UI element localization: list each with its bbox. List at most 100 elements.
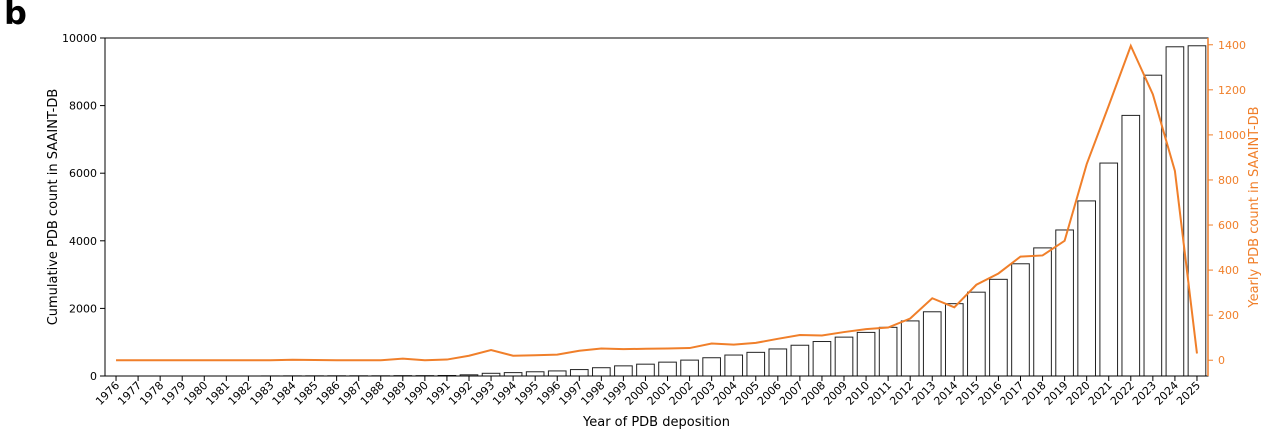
bar-2008 (812, 341, 832, 377)
x-tick-label: 1987 (336, 379, 365, 408)
bar-2009 (834, 336, 854, 377)
bar-2020 (1077, 200, 1096, 377)
x-tick-label: 1977 (115, 379, 144, 408)
right-tick-label: 400 (1218, 264, 1239, 277)
bar-2003 (702, 357, 721, 377)
x-tick-label: 1979 (159, 379, 188, 408)
bar-2007 (790, 344, 810, 377)
bar-2025 (1187, 45, 1207, 377)
x-tick-label: 1994 (490, 379, 519, 408)
x-tick-label: 1983 (248, 379, 277, 408)
x-tick-label: 2025 (1174, 379, 1203, 408)
x-tick-label: 2015 (953, 379, 982, 408)
right-axis-label: Yearly PDB count in SAAINT-DB (1247, 106, 1262, 308)
x-tick-label: 2014 (931, 379, 960, 408)
left-axis-label: Cumulative PDB count in SAAINT-DB (46, 89, 61, 326)
bar-2017 (1011, 263, 1030, 377)
panel-label: b (4, 0, 27, 32)
x-tick-label: 1984 (270, 379, 299, 408)
x-tick-label: 1982 (226, 379, 255, 408)
bar-2015 (967, 291, 986, 377)
left-tick-label: 6000 (69, 167, 97, 180)
right-axis: 0 200 400 600 800 1000 1200 1400 (1207, 38, 1246, 376)
x-tick-label: 2019 (1042, 379, 1071, 408)
x-tick-label: 2024 (1152, 379, 1181, 408)
x-tick-label: 1980 (181, 379, 210, 408)
bar-1995 (525, 371, 545, 377)
x-tick-label: 2008 (799, 379, 828, 408)
x-tick-label: 1999 (601, 379, 630, 408)
x-tick-label: 1991 (424, 379, 453, 408)
x-tick-label: 2009 (821, 379, 850, 408)
x-axis-label: Year of PDB deposition (582, 415, 730, 430)
bar-1998 (592, 367, 611, 377)
x-tick-label: 1976 (93, 379, 122, 408)
x-tick-label: 1992 (446, 379, 475, 408)
bar-2011 (878, 326, 898, 377)
bar-2024 (1165, 46, 1185, 377)
left-axis: 0 2000 4000 6000 8000 10000 (62, 32, 105, 383)
x-axis: 1976197719781979198019811982198319841985… (93, 376, 1203, 408)
bar-2013 (922, 311, 942, 377)
x-tick-label: 2022 (1108, 379, 1137, 408)
bar-1994 (503, 372, 523, 377)
x-tick-label: 1989 (380, 379, 409, 408)
left-tick-label: 10000 (62, 32, 97, 45)
bar-2012 (900, 320, 920, 377)
right-tick-label: 0 (1218, 354, 1225, 367)
x-tick-label: 2007 (777, 379, 806, 408)
bar-2004 (724, 354, 744, 377)
x-tick-label: 1990 (402, 379, 431, 408)
x-tick-label: 1978 (137, 379, 166, 408)
left-tick-label: 8000 (69, 100, 97, 113)
x-tick-label: 2020 (1064, 379, 1093, 408)
x-tick-label: 1986 (314, 379, 343, 408)
bar-2021 (1099, 162, 1119, 377)
x-tick-label: 2021 (1086, 379, 1115, 408)
x-tick-label: 1995 (512, 379, 541, 408)
x-tick-label: 2013 (909, 379, 938, 408)
bar-2006 (768, 348, 788, 377)
left-tick-label: 2000 (69, 302, 97, 315)
x-tick-label: 2016 (976, 379, 1005, 408)
bar-2018 (1033, 247, 1052, 377)
x-tick-label: 1993 (468, 379, 497, 408)
x-tick-label: 2018 (1020, 379, 1049, 408)
x-tick-label: 2005 (733, 379, 762, 408)
bar-2022 (1121, 114, 1141, 377)
bar-2005 (746, 351, 766, 377)
bar-2001 (658, 361, 677, 377)
x-tick-label: 1988 (358, 379, 387, 408)
left-tick-label: 4000 (69, 235, 97, 248)
bar-2010 (856, 331, 876, 377)
x-tick-label: 1998 (578, 379, 607, 408)
left-tick-label: 0 (90, 370, 97, 383)
bar-2016 (989, 278, 1008, 377)
x-tick-label: 1997 (556, 379, 585, 408)
x-tick-label: 2006 (755, 379, 784, 408)
bar-1997 (569, 369, 589, 377)
yearly-count-line (116, 43, 1198, 362)
right-tick-label: 200 (1218, 309, 1239, 322)
x-tick-label: 1981 (203, 379, 232, 408)
x-tick-label: 2004 (711, 379, 740, 408)
x-tick-label: 2001 (645, 379, 674, 408)
bar-2014 (944, 303, 964, 377)
x-tick-label: 2012 (887, 379, 916, 408)
x-tick-label: 1985 (292, 379, 321, 408)
x-tick-label: 2011 (865, 379, 894, 408)
bars-group (261, 45, 1207, 377)
x-tick-label: 2010 (843, 379, 872, 408)
bar-2019 (1055, 229, 1074, 377)
x-tick-label: 2003 (689, 379, 718, 408)
bar-1999 (614, 365, 633, 377)
x-tick-label: 2002 (667, 379, 696, 408)
right-tick-label: 600 (1218, 219, 1239, 232)
x-tick-label: 1996 (534, 379, 563, 408)
right-tick-label: 800 (1218, 174, 1239, 187)
right-tick-label: 1000 (1218, 129, 1246, 142)
bar-2000 (636, 363, 655, 377)
bar-1996 (547, 370, 567, 377)
x-tick-label: 2017 (998, 379, 1027, 408)
